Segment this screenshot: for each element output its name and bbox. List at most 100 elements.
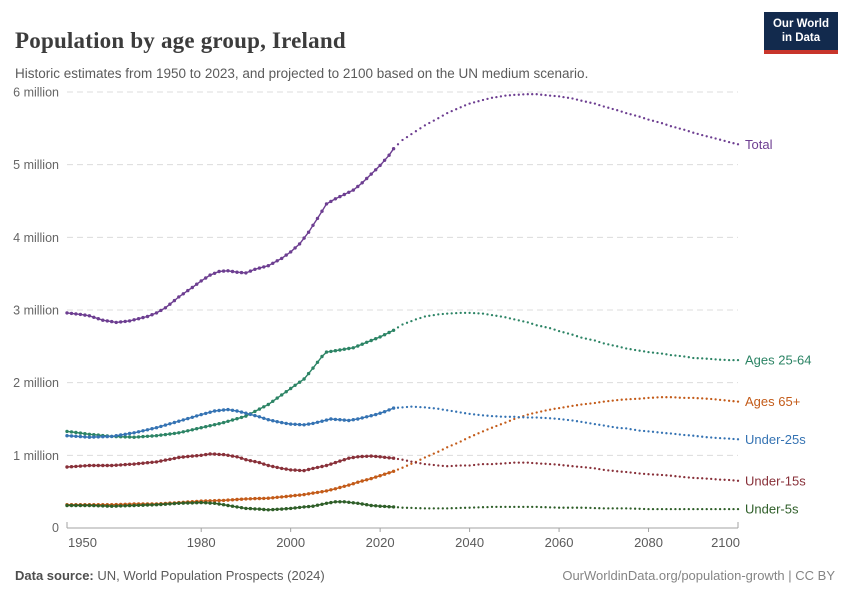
data-point-marker [226,269,230,273]
projected-point-marker [526,505,529,509]
projected-point-marker [656,431,659,434]
data-point-marker [244,497,248,501]
projected-point-marker [625,427,628,430]
projected-point-marker [575,420,579,423]
data-point-marker [119,504,123,508]
projected-point-marker [674,396,677,399]
projected-point-marker [463,464,467,467]
projected-point-marker [486,414,489,417]
projected-point-marker [710,397,713,401]
series-label[interactable]: Under-25s [745,432,806,447]
projected-point-marker [553,328,556,331]
projected-point-marker [616,470,619,473]
projected-point-marker [669,125,673,128]
data-point-marker [320,209,324,213]
projected-point-marker [674,475,677,478]
series-line-ages-25-64[interactable]: Ages 25-64 [65,311,812,439]
projected-point-marker [642,350,646,353]
data-point-marker [123,319,127,324]
page-title: Population by age group, Ireland [15,28,346,54]
projected-point-marker [602,105,605,108]
data-point-marker [248,269,253,273]
series-label[interactable]: Total [745,137,773,152]
data-point-marker [92,463,96,468]
projected-point-marker [696,507,699,511]
projected-point-marker [696,435,699,438]
projected-point-marker [566,332,570,335]
data-point-marker [266,496,270,500]
data-source-text: UN, World Population Prospects (2024) [93,568,325,583]
projected-point-marker [665,474,668,477]
projected-point-marker [701,133,704,137]
projected-point-marker [638,507,641,510]
series-line-under-5s[interactable]: Under-5s [65,500,799,517]
projected-point-marker [674,432,677,436]
series-line-under-15s[interactable]: Under-15s [65,452,806,488]
projected-point-marker [732,142,735,145]
projected-point-marker [513,417,516,421]
data-point-marker [320,419,324,423]
data-point-marker [145,461,150,465]
projected-point-marker [477,432,480,435]
data-point-marker [374,454,378,459]
projected-point-marker [633,348,637,352]
x-axis-tick-label: 1980 [187,535,216,550]
projected-point-marker [629,397,632,401]
projected-point-marker [508,505,512,509]
series-label[interactable]: Ages 65+ [745,394,800,409]
owid-logo[interactable]: Our World in Data [763,12,838,54]
projected-point-marker [584,506,588,509]
projected-point-marker [468,412,471,416]
projected-point-marker [441,448,444,451]
data-point-marker [226,419,230,423]
series-line-ages-65-[interactable]: Ages 65+ [65,394,800,507]
projected-point-marker [602,507,605,510]
data-point-marker [83,435,87,439]
data-point-marker [284,494,288,499]
data-point-marker [315,360,320,364]
projected-point-marker [419,405,422,409]
projected-point-marker [401,506,404,509]
projected-point-marker [714,137,717,140]
data-point-marker [289,386,293,391]
data-point-marker [177,455,181,460]
data-point-marker [262,405,266,409]
data-point-marker [96,317,101,321]
data-point-marker [141,503,145,507]
data-point-marker [324,463,329,468]
projected-point-marker [396,143,400,146]
data-point-marker [159,308,163,313]
series-label[interactable]: Under-5s [745,502,799,517]
projected-point-marker [535,324,538,327]
series-label[interactable]: Ages 25-64 [745,353,812,368]
projected-point-marker [405,405,409,409]
data-point-marker [369,338,373,343]
data-point-marker [136,435,141,439]
series-label[interactable]: Under-15s [745,473,806,488]
license-note[interactable]: OurWorldinData.org/population-growth | C… [562,568,835,583]
projected-point-marker [723,358,726,362]
data-point-marker [119,433,123,437]
series-line-under-25s[interactable]: Under-25s [65,405,806,447]
projected-point-marker [692,476,695,480]
projected-point-marker [727,507,731,511]
data-point-marker [365,503,369,507]
projected-point-marker [548,506,552,509]
data-point-marker [266,463,270,468]
projected-point-marker [423,462,427,466]
data-point-marker [204,452,208,457]
projected-point-marker [571,97,574,100]
projected-point-marker [647,473,650,476]
projected-point-marker [620,398,623,401]
projected-point-marker [629,507,632,510]
data-point-marker [351,188,355,192]
data-point-marker [163,432,168,437]
series-line-total[interactable]: Total [65,93,773,325]
data-point-marker [150,460,154,464]
data-point-marker [297,493,302,497]
data-point-marker [190,285,194,290]
data-point-marker [239,456,244,460]
projected-point-marker [642,507,646,511]
data-point-marker [275,420,279,424]
projected-point-marker [531,505,534,509]
